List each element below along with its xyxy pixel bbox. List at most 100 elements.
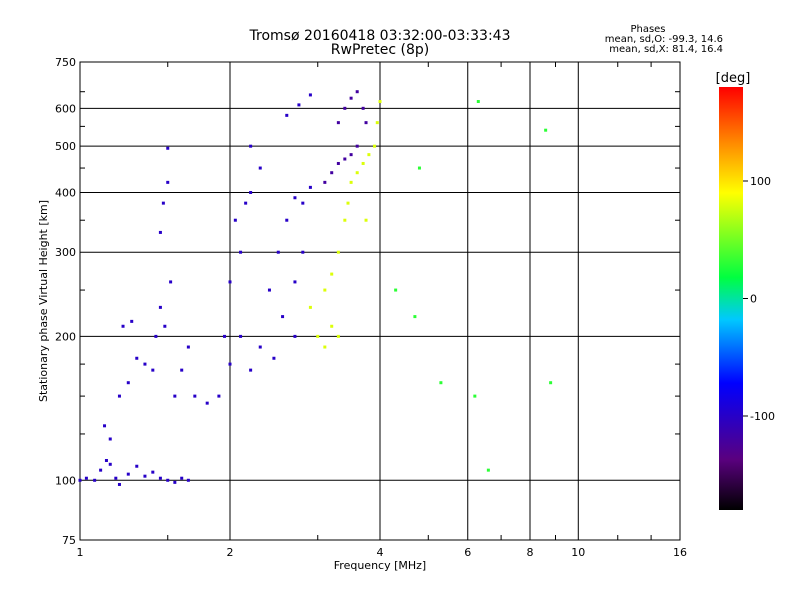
data-point	[84, 476, 88, 480]
stats-heading: Phases	[630, 24, 665, 35]
y-tick-label: 200	[55, 330, 76, 343]
data-point	[375, 121, 379, 125]
data-point	[205, 401, 209, 405]
x-tick-label: 8	[527, 546, 534, 559]
data-point	[166, 478, 170, 482]
data-point	[343, 106, 347, 110]
x-tick-label: 16	[673, 546, 687, 559]
data-point	[163, 324, 167, 328]
data-point	[130, 319, 134, 323]
data-point	[394, 288, 398, 292]
data-point	[346, 201, 350, 205]
data-point	[114, 476, 118, 480]
colorbar-tick-label: -100	[750, 410, 775, 423]
data-point	[121, 324, 125, 328]
data-point	[249, 368, 253, 372]
data-point	[476, 100, 480, 104]
data-point	[223, 334, 227, 338]
colorbar-label: [deg]	[716, 71, 751, 86]
data-point	[158, 305, 162, 309]
data-point	[249, 144, 253, 148]
data-point	[99, 468, 103, 472]
data-point	[297, 103, 301, 107]
colorbar	[719, 87, 743, 510]
data-point	[281, 315, 285, 319]
data-point	[239, 334, 243, 338]
data-point	[180, 476, 184, 480]
data-point	[349, 96, 353, 100]
data-point	[308, 305, 312, 309]
data-point	[285, 113, 289, 117]
data-point	[355, 144, 359, 148]
data-point	[173, 480, 177, 484]
data-point	[249, 190, 253, 194]
stats-o: mean, sd,O: -99.3, 14.6	[605, 34, 723, 45]
data-point	[93, 478, 97, 482]
data-point	[549, 381, 553, 385]
data-point	[193, 394, 197, 398]
data-point	[228, 362, 232, 366]
data-point	[361, 106, 365, 110]
data-point	[258, 166, 262, 170]
data-point	[486, 468, 490, 472]
data-point	[293, 334, 297, 338]
y-tick-label: 75	[62, 534, 76, 547]
data-point	[108, 462, 112, 466]
data-point	[135, 464, 139, 468]
x-tick-label: 2	[227, 546, 234, 559]
x-tick-label: 10	[571, 546, 585, 559]
data-point	[104, 458, 108, 462]
chart-subtitle: RwPretec (8p)	[331, 42, 429, 58]
stats-x: mean, sd,X: 81.4, 16.4	[609, 44, 723, 55]
data-point	[143, 474, 147, 478]
chart-title: Tromsø 20160418 03:32:00-03:33:43	[249, 28, 511, 44]
data-point	[158, 230, 162, 234]
data-point	[308, 93, 312, 97]
data-point	[173, 394, 177, 398]
x-axis-label: Frequency [MHz]	[334, 559, 426, 572]
data-point	[323, 180, 327, 184]
data-point	[308, 185, 312, 189]
data-point	[367, 153, 371, 157]
data-points	[78, 90, 553, 486]
y-tick-label: 100	[55, 474, 76, 487]
data-point	[361, 161, 365, 165]
data-point	[126, 472, 130, 476]
data-point	[343, 218, 347, 222]
data-point	[301, 201, 305, 205]
data-point	[336, 161, 340, 165]
data-point	[272, 356, 276, 360]
colorbar-ticks: 100 0 -100	[743, 175, 775, 423]
data-point	[301, 250, 305, 254]
data-point	[378, 100, 382, 104]
data-point	[323, 345, 327, 349]
y-tick-label: 600	[55, 102, 76, 115]
data-point	[336, 334, 340, 338]
data-point	[228, 280, 232, 284]
data-point	[336, 250, 340, 254]
x-tick-label: 4	[377, 546, 384, 559]
data-point	[143, 362, 147, 366]
data-point	[161, 201, 165, 205]
data-point	[316, 334, 320, 338]
data-point	[343, 157, 347, 161]
data-point	[276, 250, 280, 254]
data-point	[117, 482, 121, 486]
data-point	[355, 171, 359, 175]
data-point	[336, 121, 340, 125]
data-point	[117, 394, 121, 398]
data-point	[349, 180, 353, 184]
data-point	[373, 144, 377, 148]
data-point	[151, 368, 155, 372]
y-axis-label: Stationary phase Virtual Height [km]	[37, 200, 50, 402]
data-point	[169, 280, 173, 284]
data-point	[126, 381, 130, 385]
data-point	[217, 394, 221, 398]
data-point	[330, 272, 334, 276]
data-point	[180, 368, 184, 372]
data-point	[330, 171, 334, 175]
data-point	[293, 196, 297, 200]
data-point	[293, 280, 297, 284]
x-axis-ticks: 1 2 4 6 8 10 16	[77, 62, 687, 559]
colorbar-tick-label: 100	[750, 175, 771, 188]
